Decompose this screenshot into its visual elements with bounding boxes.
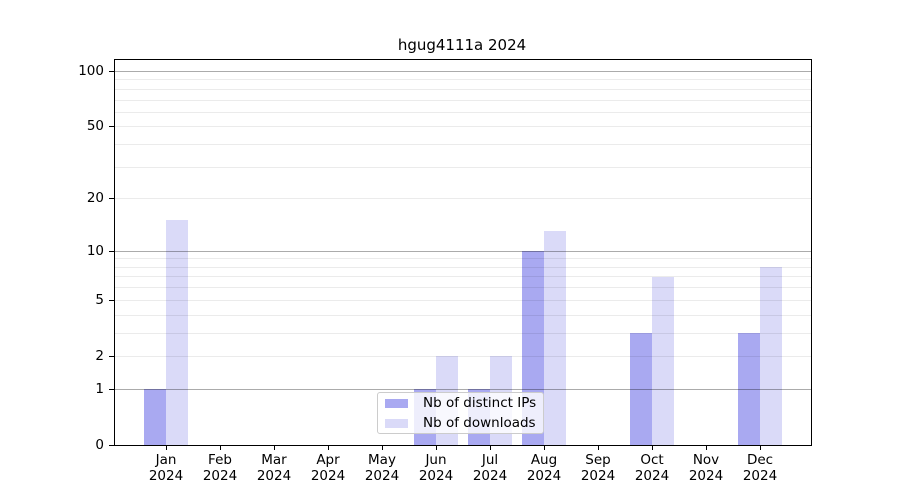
gridline-minor-8 [115, 266, 811, 268]
bar-distinct-ips-dec [738, 332, 760, 445]
bar-downloads-aug [544, 231, 566, 445]
y-tick-50 [109, 126, 114, 128]
gridline-minor-9 [115, 258, 811, 260]
gridline-minor-30 [115, 166, 811, 168]
x-tick-feb [220, 445, 221, 450]
x-tick-apr [328, 445, 329, 450]
y-tick-1 [109, 388, 114, 390]
x-tick-label-jul: Jul 2024 [472, 452, 508, 484]
x-tick-oct [652, 445, 653, 450]
x-tick-label-dec: Dec 2024 [742, 452, 778, 484]
bar-downloads-jan [166, 220, 188, 445]
x-tick-mar [274, 445, 275, 450]
x-tick-jan [166, 445, 167, 450]
y-tick-label-100: 100 [78, 63, 104, 79]
x-tick-jul [490, 445, 491, 450]
y-tick-20 [109, 198, 114, 200]
gridline-major-100 [115, 71, 811, 72]
y-tick-10 [109, 250, 114, 252]
y-tick-label-10: 10 [86, 242, 104, 259]
x-tick-dec [760, 445, 761, 450]
legend-label-distinct-ips: Nb of distinct IPs [423, 395, 537, 411]
gridline-major-1 [115, 388, 811, 390]
y-tick-label-50: 50 [86, 118, 104, 135]
y-tick-100 [109, 71, 114, 72]
x-tick-may [382, 445, 383, 450]
gridline-minor-90 [115, 79, 811, 81]
y-tick-label-2: 2 [95, 347, 104, 364]
bar-downloads-dec [760, 266, 782, 445]
gridline-minor-70 [115, 99, 811, 101]
x-tick-sep [598, 445, 599, 450]
legend-item-distinct-ips: Nb of distinct IPs [385, 393, 543, 413]
bar-distinct-ips-jan [144, 388, 166, 445]
gridline-minor-4 [115, 314, 811, 316]
y-tick-2 [109, 355, 114, 357]
chart-title: hgug4111a 2024 [397, 36, 527, 54]
bar-distinct-ips-oct [630, 332, 652, 445]
plot-area: Nb of distinct IPs Nb of downloads 0 1 2 5 1… [78, 59, 812, 484]
bar-downloads-oct [652, 276, 674, 445]
gridline-minor-2 [115, 355, 811, 357]
gridline-minor-5 [115, 299, 811, 301]
x-tick-aug [544, 445, 545, 450]
y-tick-label-5: 5 [95, 291, 104, 308]
x-tick-label-aug: Aug 2024 [526, 452, 562, 484]
gridline-minor-7 [115, 276, 811, 278]
x-tick-jun [436, 445, 437, 450]
x-tick-label-nov: Nov 2024 [688, 452, 724, 484]
gridline-minor-80 [115, 88, 811, 90]
x-tick-label-jan: Jan 2024 [148, 452, 184, 484]
x-tick-label-mar: Mar 2024 [256, 452, 292, 484]
x-tick-label-may: May 2024 [364, 452, 400, 484]
legend-item-downloads: Nb of downloads [385, 413, 543, 433]
x-tick-label-feb: Feb 2024 [202, 452, 238, 484]
x-tick-label-apr: Apr 2024 [310, 452, 346, 484]
x-tick-label-oct: Oct 2024 [634, 452, 670, 484]
legend-swatch-downloads [385, 418, 408, 428]
gridline-minor-60 [115, 111, 811, 113]
y-tick-label-1: 1 [95, 380, 104, 397]
legend-label-downloads: Nb of downloads [423, 415, 536, 431]
x-tick-label-sep: Sep 2024 [580, 452, 616, 484]
y-tick-label-20: 20 [86, 190, 104, 207]
gridline-minor-3 [115, 332, 811, 334]
y-tick-label-0: 0 [95, 437, 104, 453]
legend: Nb of distinct IPs Nb of downloads [377, 392, 544, 434]
gridline-minor-20 [115, 198, 811, 200]
gridline-minor-6 [115, 287, 811, 289]
y-tick-5 [109, 299, 114, 301]
y-tick-0 [109, 445, 114, 446]
gridline-major-10 [115, 250, 811, 252]
gridline-minor-50 [115, 126, 811, 128]
legend-swatch-distinct-ips [385, 398, 408, 408]
gridline-minor-40 [115, 144, 811, 146]
x-tick-nov [706, 445, 707, 450]
x-tick-label-jun: Jun 2024 [418, 452, 454, 484]
